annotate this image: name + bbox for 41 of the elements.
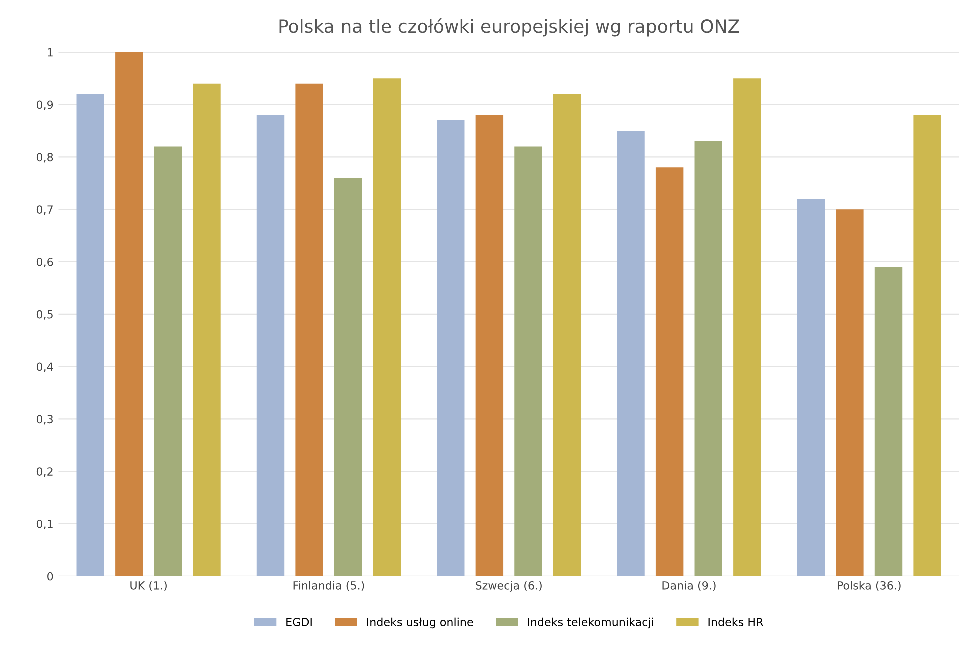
legend-label: EGDI xyxy=(286,618,312,626)
y-tick-label: 0,8 xyxy=(36,153,54,163)
bar xyxy=(116,52,144,576)
legend-label: Indeks telekomunikacji xyxy=(528,618,654,629)
bar xyxy=(734,78,762,576)
bar xyxy=(76,94,104,576)
bar xyxy=(193,84,221,576)
y-tick-label: 0,9 xyxy=(36,100,54,110)
x-tick-label: Polska (36.) xyxy=(838,581,901,592)
bar xyxy=(553,94,582,576)
bar xyxy=(373,78,401,576)
x-tick-label: Szwecja (6.) xyxy=(476,581,542,592)
bar xyxy=(694,141,722,576)
bar xyxy=(836,210,864,576)
bar xyxy=(296,84,324,576)
bar xyxy=(154,146,182,576)
y-tick-label: 0,6 xyxy=(36,258,54,268)
x-tick-label: Finlandia (5.) xyxy=(294,581,364,592)
bar xyxy=(334,178,362,576)
bar xyxy=(514,146,542,576)
y-tick-label: 1 xyxy=(48,48,53,57)
y-tick-label: 0,5 xyxy=(36,310,53,320)
y-tick-label: 0,3 xyxy=(36,415,53,425)
bar xyxy=(256,115,285,576)
chart-title: Polska na tle czołówki europejskiej wg raportu ONZ xyxy=(280,18,740,37)
x-tick-label: Dania (9.) xyxy=(662,581,716,592)
y-tick-label: 0,7 xyxy=(36,206,53,216)
bar xyxy=(437,120,465,576)
legend-label: Indeks HR xyxy=(708,618,764,626)
bar xyxy=(476,115,504,576)
legend-label: Indeks usług online xyxy=(367,618,474,629)
bar xyxy=(914,115,942,576)
bar xyxy=(617,131,645,576)
bar xyxy=(874,267,903,576)
y-tick-label: 0,4 xyxy=(36,362,54,372)
y-tick-label: 0 xyxy=(48,572,54,581)
y-tick-label: 0,2 xyxy=(36,468,53,478)
bar xyxy=(656,168,684,576)
y-tick-label: 0,1 xyxy=(36,520,53,530)
bar xyxy=(797,199,826,576)
x-tick-label: UK (1.) xyxy=(130,581,167,592)
